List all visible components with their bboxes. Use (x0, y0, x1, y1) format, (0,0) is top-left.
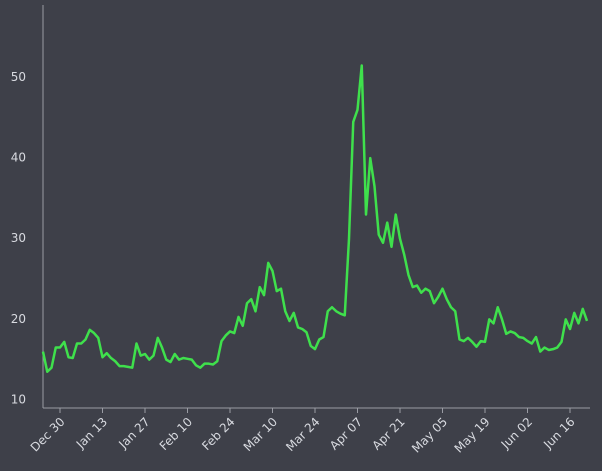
line (41, 64, 589, 373)
x-tick-label: Apr 07 (327, 415, 365, 453)
y-tick-label: 30 (11, 231, 26, 245)
x-tick-label: Mar 24 (283, 415, 322, 454)
x-tick-label: Jan 27 (115, 415, 152, 452)
x-tick-label: Jun 16 (540, 415, 577, 452)
x-tick-label: Apr 21 (370, 415, 408, 453)
y-tick-label: 40 (11, 151, 26, 165)
x-tick-label: Dec 30 (28, 415, 68, 455)
x-tick-label: May 05 (409, 415, 450, 456)
x-tick-label: Mar 10 (241, 415, 280, 454)
x-tick-label: May 19 (452, 415, 493, 456)
y-tick-label: 20 (11, 312, 26, 326)
y-tick-label: 50 (11, 70, 26, 84)
x-tick-label: Feb 24 (199, 415, 237, 453)
x-tick-label: Feb 10 (157, 415, 195, 453)
x-tick-label: Jan 13 (73, 415, 110, 452)
x-tick-label: Jun 02 (498, 415, 535, 452)
y-tick-label: 10 (11, 392, 26, 406)
